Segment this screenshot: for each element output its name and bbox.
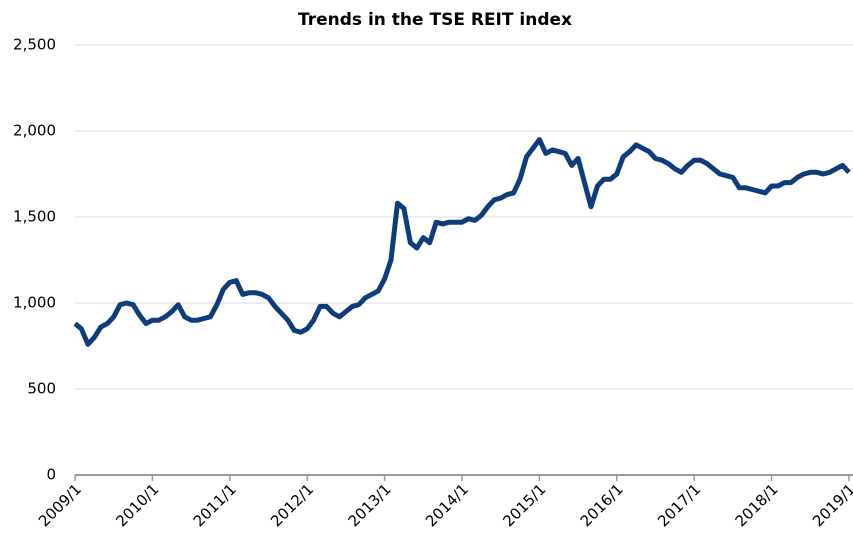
- x-tick-label: 2013/1: [345, 480, 395, 530]
- y-tick-label: 1,000: [13, 294, 56, 312]
- x-tick-label: 2014/1: [422, 480, 472, 530]
- x-tick-label: 2018/1: [732, 480, 782, 530]
- x-tick-label: 2019/1: [809, 480, 853, 530]
- data-line: [73, 137, 851, 347]
- y-tick-label: 2,500: [13, 36, 56, 54]
- y-tick-label: 1,500: [13, 208, 56, 226]
- y-tick-label: 500: [27, 380, 56, 398]
- x-tick-label: 2011/1: [190, 480, 240, 530]
- x-tick-label: 2016/1: [577, 480, 627, 530]
- y-tick-label: 0: [46, 466, 56, 484]
- x-tick-label: 2009/1: [35, 480, 85, 530]
- x-tick-label: 2017/1: [654, 480, 704, 530]
- x-tick-label: 2012/1: [267, 480, 317, 530]
- x-tick-label: 2010/1: [112, 480, 162, 530]
- x-tick-label: 2015/1: [499, 480, 549, 530]
- chart-title: Trends in the TSE REIT index: [298, 10, 572, 30]
- y-tick-label: 2,000: [13, 122, 56, 140]
